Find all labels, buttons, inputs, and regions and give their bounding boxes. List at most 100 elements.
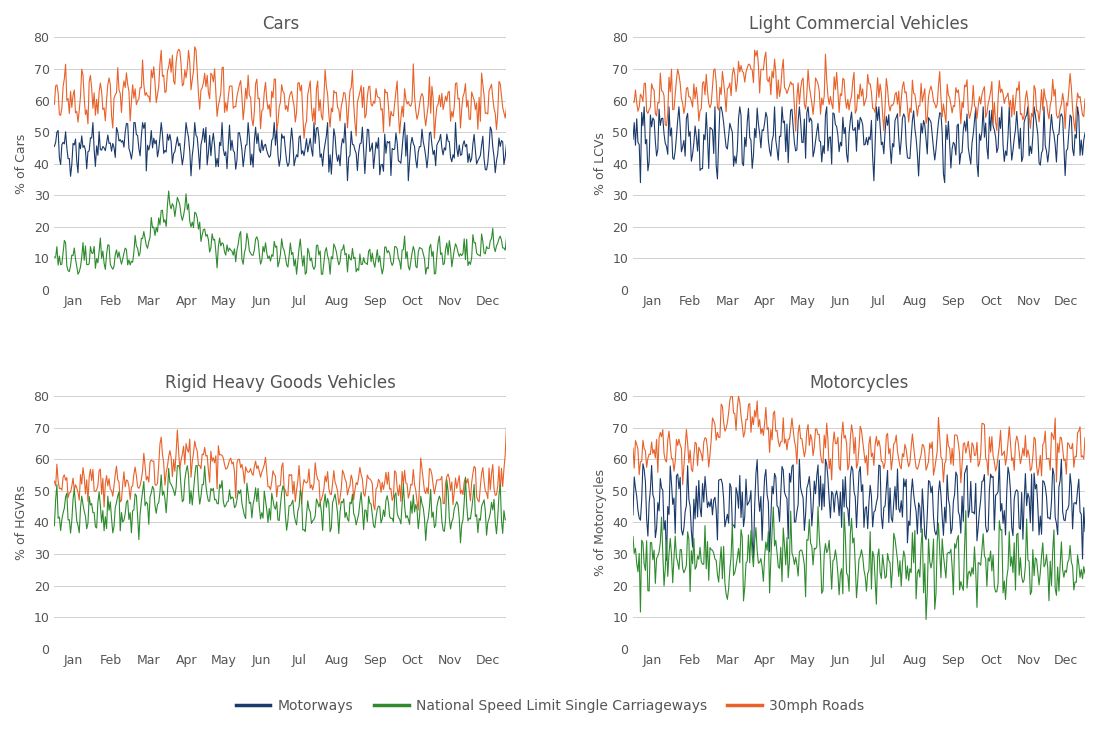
Motorways xyxy=(660,556,673,565)
30mph Roads xyxy=(807,97,821,106)
Motorways xyxy=(626,135,639,144)
30mph Roads xyxy=(143,457,156,466)
Motorways xyxy=(812,460,825,469)
30mph Roads xyxy=(1068,127,1081,136)
Y-axis label: % of Cars: % of Cars xyxy=(15,133,28,194)
Line: 30mph Roads: 30mph Roads xyxy=(632,50,1085,131)
National Speed Limit Single Carriageways xyxy=(481,244,494,253)
30mph Roads xyxy=(676,480,690,489)
National Speed Limit Single Carriageways xyxy=(499,234,513,243)
Y-axis label: % of HGVRs: % of HGVRs xyxy=(15,485,28,560)
30mph Roads xyxy=(626,443,639,452)
Line: Motorways: Motorways xyxy=(54,122,506,180)
Motorways xyxy=(173,139,186,147)
Line: Motorways: Motorways xyxy=(632,107,1085,183)
Motorways xyxy=(47,142,60,151)
National Speed Limit Single Carriageways xyxy=(175,211,188,220)
Motorways xyxy=(229,165,242,174)
30mph Roads xyxy=(438,99,451,108)
National Speed Limit Single Carriageways xyxy=(920,615,933,624)
Y-axis label: % of Motorcycles: % of Motorcycles xyxy=(594,469,606,576)
30mph Roads xyxy=(808,424,822,433)
30mph Roads xyxy=(723,396,736,405)
Motorways xyxy=(1016,152,1030,161)
30mph Roads xyxy=(368,506,382,515)
30mph Roads xyxy=(754,415,767,424)
Motorways xyxy=(1078,527,1091,536)
Motorways xyxy=(754,129,767,138)
National Speed Limit Single Carriageways xyxy=(233,230,246,239)
Legend: Motorways, National Speed Limit Single Carriageways, 30mph Roads: Motorways, National Speed Limit Single C… xyxy=(230,693,870,719)
Motorways xyxy=(481,158,494,167)
Motorways xyxy=(1059,506,1072,515)
National Speed Limit Single Carriageways xyxy=(750,546,763,555)
Title: Rigid Heavy Goods Vehicles: Rigid Heavy Goods Vehicles xyxy=(165,374,396,392)
Motorways xyxy=(723,479,736,488)
Motorways xyxy=(438,144,451,152)
National Speed Limit Single Carriageways xyxy=(143,493,156,501)
30mph Roads xyxy=(143,97,156,106)
30mph Roads xyxy=(230,458,243,467)
Line: Motorways: Motorways xyxy=(632,460,1085,561)
National Speed Limit Single Carriageways xyxy=(170,461,184,470)
30mph Roads xyxy=(1059,470,1072,479)
Line: 30mph Roads: 30mph Roads xyxy=(54,47,506,139)
Line: National Speed Limit Single Carriageways: National Speed Limit Single Carriageways xyxy=(54,191,506,274)
30mph Roads xyxy=(748,45,761,54)
Motorways xyxy=(86,118,99,127)
Motorways xyxy=(793,455,806,464)
30mph Roads xyxy=(1015,109,1028,118)
National Speed Limit Single Carriageways xyxy=(499,515,513,524)
Motorways xyxy=(626,510,639,519)
30mph Roads xyxy=(1016,443,1030,452)
Motorways xyxy=(812,119,825,128)
Motorways xyxy=(1078,128,1091,137)
30mph Roads xyxy=(1078,95,1091,103)
30mph Roads xyxy=(229,103,242,111)
Line: National Speed Limit Single Carriageways: National Speed Limit Single Carriageways xyxy=(54,465,506,543)
Title: Light Commercial Vehicles: Light Commercial Vehicles xyxy=(749,15,969,33)
30mph Roads xyxy=(812,430,825,439)
Line: 30mph Roads: 30mph Roads xyxy=(632,396,1085,485)
National Speed Limit Single Carriageways xyxy=(230,246,243,254)
30mph Roads xyxy=(481,110,494,119)
Motorways xyxy=(499,140,513,149)
30mph Roads xyxy=(722,84,735,92)
30mph Roads xyxy=(751,61,764,70)
National Speed Limit Single Carriageways xyxy=(481,518,494,527)
30mph Roads xyxy=(47,100,60,108)
Motorways xyxy=(751,492,764,501)
National Speed Limit Single Carriageways xyxy=(162,187,175,196)
National Speed Limit Single Carriageways xyxy=(229,501,242,510)
30mph Roads xyxy=(47,476,60,485)
Motorways xyxy=(145,126,158,135)
National Speed Limit Single Carriageways xyxy=(454,539,467,548)
30mph Roads xyxy=(499,103,513,112)
Line: National Speed Limit Single Carriageways: National Speed Limit Single Carriageways xyxy=(632,507,1085,619)
National Speed Limit Single Carriageways xyxy=(232,486,245,495)
Title: Cars: Cars xyxy=(262,15,299,33)
National Speed Limit Single Carriageways xyxy=(808,545,822,553)
National Speed Limit Single Carriageways xyxy=(1016,578,1030,587)
National Speed Limit Single Carriageways xyxy=(47,521,60,530)
Y-axis label: % of LCVs: % of LCVs xyxy=(594,132,606,195)
National Speed Limit Single Carriageways xyxy=(806,561,820,570)
30mph Roads xyxy=(1078,433,1091,442)
30mph Roads xyxy=(480,488,493,497)
National Speed Limit Single Carriageways xyxy=(722,584,735,593)
Motorways xyxy=(638,103,651,111)
Motorways xyxy=(402,176,415,185)
National Speed Limit Single Carriageways xyxy=(47,253,60,262)
30mph Roads xyxy=(725,391,738,400)
Motorways xyxy=(634,178,647,187)
Motorways xyxy=(232,128,245,137)
Motorways xyxy=(1016,535,1030,544)
National Speed Limit Single Carriageways xyxy=(173,464,186,473)
Motorways xyxy=(808,490,822,498)
Title: Motorcycles: Motorcycles xyxy=(810,374,909,392)
30mph Roads xyxy=(437,499,450,508)
30mph Roads xyxy=(228,468,241,476)
Motorways xyxy=(725,124,738,133)
National Speed Limit Single Carriageways xyxy=(437,526,450,534)
National Speed Limit Single Carriageways xyxy=(626,532,639,541)
